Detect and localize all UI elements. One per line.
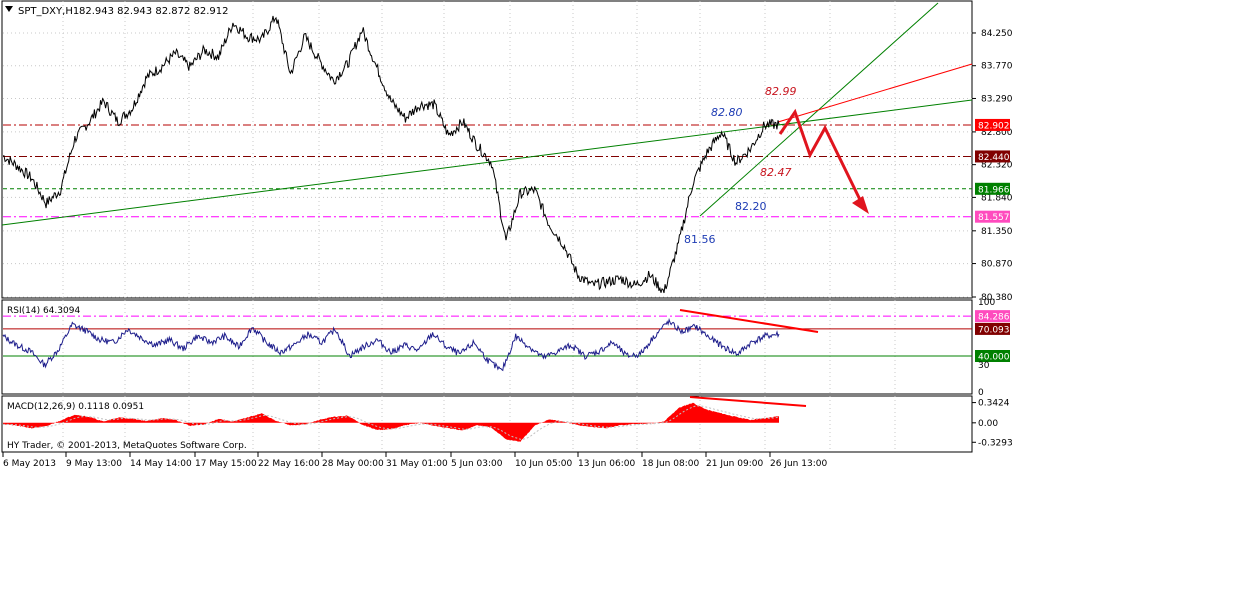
- price-line: [2, 15, 780, 294]
- price-axis-label: 81.350: [981, 227, 1013, 237]
- time-axis-label: 10 Jun 05:00: [515, 459, 572, 469]
- rsi-line: [2, 317, 780, 372]
- trend-line-green-long: [1, 99, 973, 226]
- macd-axis-label: -0.3293: [978, 438, 1013, 448]
- time-axis-label: 28 May 00:00: [322, 459, 384, 469]
- price-level-82-902-tag: 82.902: [978, 121, 1010, 131]
- rsi-axis-label: 0: [978, 388, 984, 398]
- price-axis-label: 83.770: [981, 62, 1013, 72]
- price-axis-label: 83.290: [981, 94, 1013, 104]
- price-axis-label: 84.250: [981, 29, 1013, 39]
- rsi-axis-label: 30: [978, 361, 990, 371]
- ohlc-values: 82.943 82.943 82.872 82.912: [79, 6, 229, 17]
- panel-frames: [1, 0, 973, 453]
- price-level-81-557-tag-bg: [975, 210, 1010, 223]
- macd-divergence-line: [689, 396, 807, 407]
- price-level-82-902-tag-bg: [975, 118, 1010, 131]
- rsi-level-40-000-tag-bg: [975, 350, 1010, 362]
- macd-histogram: [3, 402, 779, 442]
- price-panel-frame: [1, 0, 973, 299]
- rsi-level-84-286-tag-bg: [975, 310, 1010, 323]
- time-axis-label: 14 May 14:00: [130, 459, 192, 469]
- rsi-level-40-000-tag: 40.000: [978, 353, 1010, 363]
- time-axis-label: 5 Jun 03:00: [451, 459, 503, 469]
- price-axis-label: 82.320: [981, 161, 1013, 171]
- annotation-82-99: 82.99: [765, 85, 797, 98]
- macd-axis-label: 0.00: [978, 419, 998, 429]
- annotation-81-56: 81.56: [684, 233, 716, 246]
- forecast-arrowhead: [852, 196, 869, 214]
- macd-axis-label: 0.3424: [978, 399, 1010, 409]
- price-level-81-557-tag: 81.557: [978, 213, 1010, 223]
- time-axis-label: 9 May 13:00: [66, 459, 122, 469]
- macd-panel-frame: [1, 395, 973, 453]
- price-level-82-440-tag: 82.440: [978, 153, 1010, 163]
- macd-series: [3, 402, 780, 442]
- symbol-label: SPT_DXY,H1: [18, 6, 79, 17]
- time-axis-label: 13 Jun 06:00: [578, 459, 635, 469]
- annotation-82-20: 82.20: [735, 200, 767, 213]
- macd-title: MACD(12,26,9) 0.1118 0.0951: [7, 402, 144, 412]
- rsi-axis-label: 100: [978, 298, 995, 308]
- rsi-level-70-093-tag: 70.093: [978, 325, 1010, 335]
- collapse-triangle-icon[interactable]: [5, 6, 13, 12]
- trend-lines: [1, 2, 973, 407]
- time-axis-label: 22 May 16:00: [258, 459, 320, 469]
- macd-signal-line: [3, 405, 780, 440]
- price-series: [2, 15, 780, 294]
- copyright-footer: HY Trader, © 2001-2013, MetaQuotes Softw…: [7, 441, 247, 451]
- forecast-zigzag: [778, 108, 867, 211]
- grid-layer: [3, 1, 972, 452]
- rsi-level-84-286-tag: 84.286: [978, 313, 1010, 323]
- price-axis-label: 80.380: [981, 293, 1013, 303]
- levels-layer: [3, 124, 972, 357]
- chart-header: SPT_DXY,H1 82.943 82.943 82.872 82.912 R…: [5, 6, 247, 451]
- rsi-level-70-093-tag-bg: [975, 322, 1010, 335]
- price-annotations: 82.80 82.99 82.47 82.20 81.56: [684, 85, 797, 246]
- price-axis-label: 81.840: [981, 193, 1013, 203]
- trend-line-red: [777, 63, 973, 123]
- time-axis-label: 18 Jun 08:00: [642, 459, 699, 469]
- time-axis-label: 26 Jun 13:00: [770, 459, 827, 469]
- price-axis-label: 82.800: [981, 128, 1013, 138]
- annotation-82-80: 82.80: [711, 106, 743, 119]
- axis-labels: 84.25083.77083.29082.80082.32081.84081.3…: [2, 29, 1013, 469]
- time-axis-label: 21 Jun 09:00: [706, 459, 763, 469]
- price-axis-label: 80.870: [981, 260, 1013, 270]
- price-level-81-966-tag: 81.966: [978, 185, 1010, 195]
- rsi-series: [2, 317, 780, 372]
- time-axis-label: 31 May 01:00: [386, 459, 448, 469]
- price-level-82-440-tag-bg: [975, 150, 1010, 163]
- annotation-82-47: 82.47: [760, 166, 792, 179]
- time-axis-label: 17 May 15:00: [195, 459, 257, 469]
- time-axis-label: 6 May 2013: [3, 459, 56, 469]
- rsi-title: RSI(14) 64.3094: [7, 306, 80, 316]
- rsi-panel-frame: [1, 299, 973, 395]
- price-level-81-966-tag-bg: [975, 182, 1010, 195]
- forecast-arrow: [778, 108, 869, 214]
- rsi-divergence-line: [679, 309, 819, 333]
